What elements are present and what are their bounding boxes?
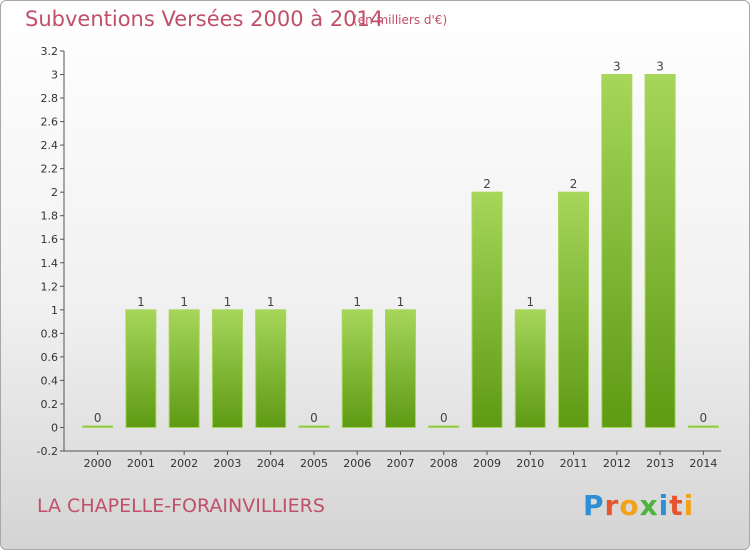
data-label: 0 (310, 411, 318, 425)
bar-2001 (125, 309, 157, 428)
bar-2003 (211, 309, 243, 428)
bar-2014 (687, 425, 719, 428)
y-tick-label: 0.2 (41, 398, 59, 411)
x-tick-label: 2008 (430, 457, 458, 470)
x-tick-label: 2014 (689, 457, 717, 470)
data-label: 1 (267, 295, 275, 309)
data-label: 3 (613, 60, 621, 74)
chart-axes: -0.2 0 0.2 0.4 0.6 0.8 1 1.2 1.4 1.6 1.8 2 2.2 2.4 2.6… (37, 45, 721, 470)
data-label: 1 (353, 295, 361, 309)
y-tick-label: 3.2 (41, 45, 59, 58)
data-label: 0 (700, 411, 708, 425)
y-tick-label: 2 (51, 186, 58, 199)
bar-2012 (601, 74, 633, 428)
bar-2013 (644, 74, 676, 428)
data-label: 1 (180, 295, 188, 309)
chart-subtitle: (en milliers d'€) (353, 13, 448, 27)
bar-2004 (255, 309, 287, 428)
y-tick-label: 0 (51, 421, 58, 434)
y-tick-label: 2.4 (41, 139, 59, 152)
x-tick-label: 2004 (257, 457, 285, 470)
x-tick-label: 2007 (387, 457, 415, 470)
y-tick-label: 0.4 (41, 374, 59, 387)
x-tick-label: 2001 (127, 457, 155, 470)
x-tick-label: 2005 (300, 457, 328, 470)
proxiti-logo: Proxiti (583, 489, 694, 522)
logo-letter: o (619, 489, 640, 522)
x-tick-label: 2013 (646, 457, 674, 470)
data-label: 2 (570, 177, 578, 191)
y-tick-label: 0.6 (41, 351, 59, 364)
x-tick-label: 2006 (343, 457, 371, 470)
y-tick-label: 2.2 (41, 163, 59, 176)
bar-2011 (558, 191, 590, 428)
y-tick-label: 1.8 (41, 210, 59, 223)
bar-2008 (428, 425, 460, 428)
bar-2006 (341, 309, 373, 428)
bar-2005 (298, 425, 330, 428)
x-tick-label: 2002 (170, 457, 198, 470)
data-label: 1 (137, 295, 145, 309)
logo-letter: r (604, 489, 620, 522)
logo-letter: x (639, 489, 659, 522)
y-tick-label: 2.8 (41, 92, 59, 105)
y-tick-label: 1.2 (41, 280, 59, 293)
x-tick-label: 2000 (84, 457, 112, 470)
data-label: 2 (483, 177, 491, 191)
data-label: 1 (397, 295, 405, 309)
y-tick-label: 1.4 (41, 257, 59, 270)
commune-name: LA CHAPELLE-FORAINVILLIERS (37, 495, 325, 517)
y-tick-label: 1.6 (41, 233, 59, 246)
chart-title: Subventions Versées 2000 à 2014 (25, 7, 384, 31)
y-tick-label: 0.8 (41, 327, 59, 340)
y-tick-label: 2.6 (41, 116, 59, 129)
bar-2010 (514, 309, 546, 428)
x-tick-label: 2009 (473, 457, 501, 470)
y-tick-label: -0.2 (37, 445, 58, 458)
logo-letter: t (669, 489, 684, 522)
logo-letter: i (683, 489, 695, 522)
data-label: 1 (224, 295, 232, 309)
logo-letter: i (658, 489, 670, 522)
y-tick-label: 1 (51, 304, 58, 317)
x-tick-label: 2010 (516, 457, 544, 470)
bar-2007 (385, 309, 416, 428)
y-tick-label: 3 (51, 69, 58, 82)
logo-letter: P (583, 489, 605, 522)
data-label: 0 (440, 411, 448, 425)
data-label: 3 (656, 60, 664, 74)
bar-2000 (82, 425, 114, 428)
bar-2002 (168, 309, 200, 428)
data-label: 1 (526, 295, 534, 309)
bar-2009 (471, 191, 503, 428)
x-tick-label: 2003 (213, 457, 241, 470)
data-label: 0 (94, 411, 102, 425)
x-tick-label: 2012 (603, 457, 631, 470)
x-tick-label: 2011 (560, 457, 588, 470)
chart-bars: 0 1 1 1 1 0 1 1 0 2 1 2 3 3 0 (82, 60, 719, 428)
